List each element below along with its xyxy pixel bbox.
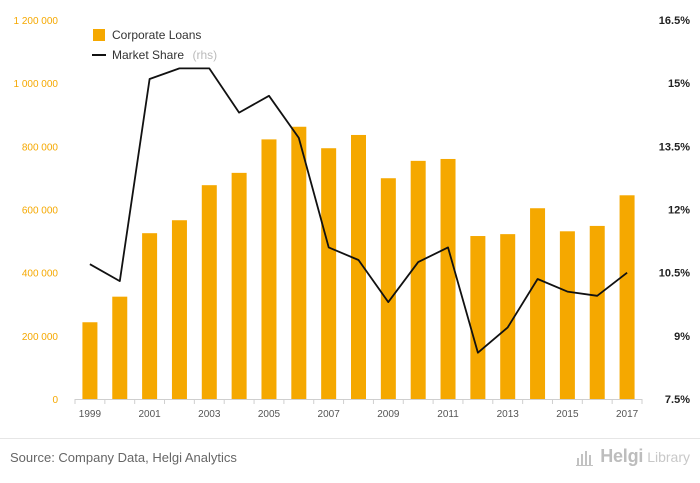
y-right-tick-label: 7.5% bbox=[665, 394, 690, 406]
x-tick-label: 2009 bbox=[377, 409, 400, 420]
bar-2006 bbox=[291, 126, 307, 400]
bar-2002 bbox=[171, 220, 187, 399]
x-tick-label: 2011 bbox=[437, 409, 459, 420]
y-left-tick-label: 400 000 bbox=[22, 269, 59, 280]
bar-2017 bbox=[619, 195, 635, 399]
axes: 0 200 000 400 000 600 000 800 000 1 000 000 1 … bbox=[14, 15, 691, 420]
market-share-line bbox=[89, 67, 628, 354]
bar-1999 bbox=[82, 322, 98, 399]
bar-series-corporate-loans bbox=[82, 126, 635, 400]
y-left-tick-label: 1 200 000 bbox=[14, 16, 59, 27]
x-tick-label: 1999 bbox=[79, 409, 102, 420]
x-tick-label: 2007 bbox=[318, 409, 341, 420]
bar-2004 bbox=[231, 172, 247, 399]
y-left-tick-label: 0 bbox=[52, 395, 58, 406]
bar-2005 bbox=[261, 139, 277, 399]
bar-2003 bbox=[201, 185, 217, 399]
x-tick-label: 2013 bbox=[497, 409, 520, 420]
y-left-tick-label: 200 000 bbox=[22, 332, 59, 343]
brand-logo[interactable]: Helgi Library bbox=[576, 446, 690, 467]
y-right-tick-label: 9% bbox=[674, 331, 690, 343]
bar-2011 bbox=[440, 158, 456, 399]
bar-2001 bbox=[142, 233, 158, 399]
brand-suffix: Library bbox=[647, 448, 690, 465]
bar-2009 bbox=[380, 178, 396, 399]
y-right-tick-label: 13.5% bbox=[659, 141, 690, 153]
x-tick-label: 2017 bbox=[616, 409, 639, 420]
bar-2010 bbox=[410, 160, 426, 399]
y-right-tick-label: 12% bbox=[668, 205, 690, 217]
legend-series-name: Market Share bbox=[112, 48, 184, 62]
source-note: Source: Company Data, Helgi Analytics bbox=[10, 450, 237, 465]
bar-2007 bbox=[321, 148, 337, 399]
legend: Corporate Loans Market Share (rhs) bbox=[92, 28, 217, 63]
bar-2015 bbox=[559, 231, 575, 399]
bar-2014 bbox=[530, 208, 546, 399]
legend-swatch-corporate-loans bbox=[93, 29, 105, 41]
y-right-tick-label: 10.5% bbox=[659, 268, 690, 280]
x-tick-label: 2001 bbox=[138, 409, 161, 420]
brand-name: Helgi bbox=[600, 446, 644, 466]
bar-2012 bbox=[470, 236, 486, 399]
y-left-tick-label: 800 000 bbox=[22, 142, 59, 153]
x-tick-label: 2015 bbox=[556, 409, 579, 420]
legend-label-corporate-loans: Corporate Loans bbox=[112, 28, 201, 42]
y-left-tick-label: 1 000 000 bbox=[14, 79, 59, 90]
y-left-tick-label: 600 000 bbox=[22, 206, 59, 217]
line-series-market-share bbox=[89, 67, 628, 354]
y-right-tick-label: 16.5% bbox=[659, 15, 690, 27]
legend-label-market-share: Market Share (rhs) bbox=[112, 46, 217, 63]
bar-2008 bbox=[351, 134, 366, 400]
bar-2016 bbox=[589, 225, 605, 399]
x-tick-label: 2003 bbox=[198, 409, 221, 420]
bar-2013 bbox=[500, 234, 516, 399]
combo-chart: 0 200 000 400 000 600 000 800 000 1 000 000 1 … bbox=[14, 15, 691, 420]
x-tick-label: 2005 bbox=[258, 409, 281, 420]
y-right-tick-label: 15% bbox=[668, 78, 690, 90]
legend-axis-note: (rhs) bbox=[192, 48, 217, 62]
bar-2000 bbox=[112, 296, 128, 399]
footer-divider bbox=[0, 438, 700, 439]
bar-chart-logo-icon bbox=[576, 450, 594, 466]
